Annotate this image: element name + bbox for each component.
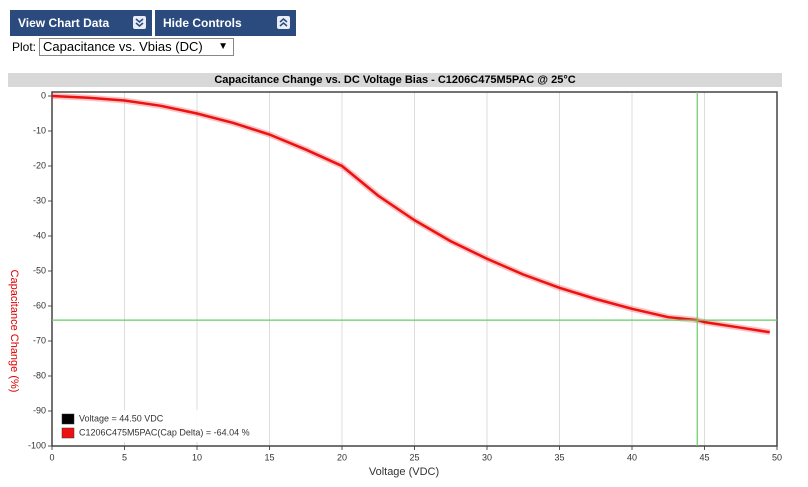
button-label: View Chart Data	[18, 16, 110, 30]
icon	[133, 16, 146, 29]
plot-border	[51, 91, 778, 447]
plot-select[interactable]: Capacitance vs. Vbias (DC) ▼	[39, 38, 235, 56]
y-tick-label: -80	[33, 370, 46, 380]
icon	[277, 16, 290, 29]
y-tick-label: -50	[33, 265, 46, 275]
y-tick-label: -20	[33, 160, 46, 170]
y-tick-label: -40	[33, 230, 46, 240]
x-tick-label: 40	[627, 452, 637, 462]
x-tick-label: 35	[554, 452, 564, 462]
button-label: Hide Controls	[163, 16, 242, 30]
x-tick-label: 10	[192, 452, 202, 462]
y-tick-label: -100	[28, 440, 46, 450]
button[interactable]: Hide Controls	[155, 10, 296, 36]
x-tick-label: 45	[699, 452, 709, 462]
button[interactable]: View Chart Data	[10, 10, 152, 36]
select-value: Capacitance vs. Vbias (DC)	[43, 39, 203, 54]
y-tick-label: -60	[33, 300, 46, 310]
x-tick-label: 50	[772, 452, 782, 462]
legend-swatch	[61, 413, 75, 425]
legend-label: Voltage = 44.50 VDC	[79, 413, 164, 423]
x-tick-label: 20	[337, 452, 347, 462]
plot-row: Plot: Capacitance vs. Vbias (DC) ▼	[12, 38, 235, 56]
x-tick-label: 5	[122, 452, 127, 462]
x-tick-label: 0	[49, 452, 54, 462]
y-tick-label: -10	[33, 125, 46, 135]
x-tick-label: 15	[264, 452, 274, 462]
x-tick-label: 25	[409, 452, 419, 462]
y-tick-label: 0	[41, 90, 46, 100]
y-axis-label: Capacitance Change (%)	[8, 270, 20, 393]
legend-box	[58, 410, 248, 442]
legend-swatch	[61, 427, 75, 439]
x-tick-label: 30	[482, 452, 492, 462]
plot-label: Plot:	[12, 40, 37, 54]
legend-label: C1206C475M5PAC(Cap Delta) = -64.04 %	[79, 427, 250, 437]
x-axis-label: Voltage (VDC)	[369, 466, 439, 478]
chart-title: Capacitance Change vs. DC Voltage Bias -…	[214, 74, 575, 86]
title-bar	[8, 73, 782, 87]
y-tick-label: -70	[33, 335, 46, 345]
y-tick-label: -30	[33, 195, 46, 205]
y-tick-label: -90	[33, 405, 46, 415]
series-line	[51, 94, 770, 334]
